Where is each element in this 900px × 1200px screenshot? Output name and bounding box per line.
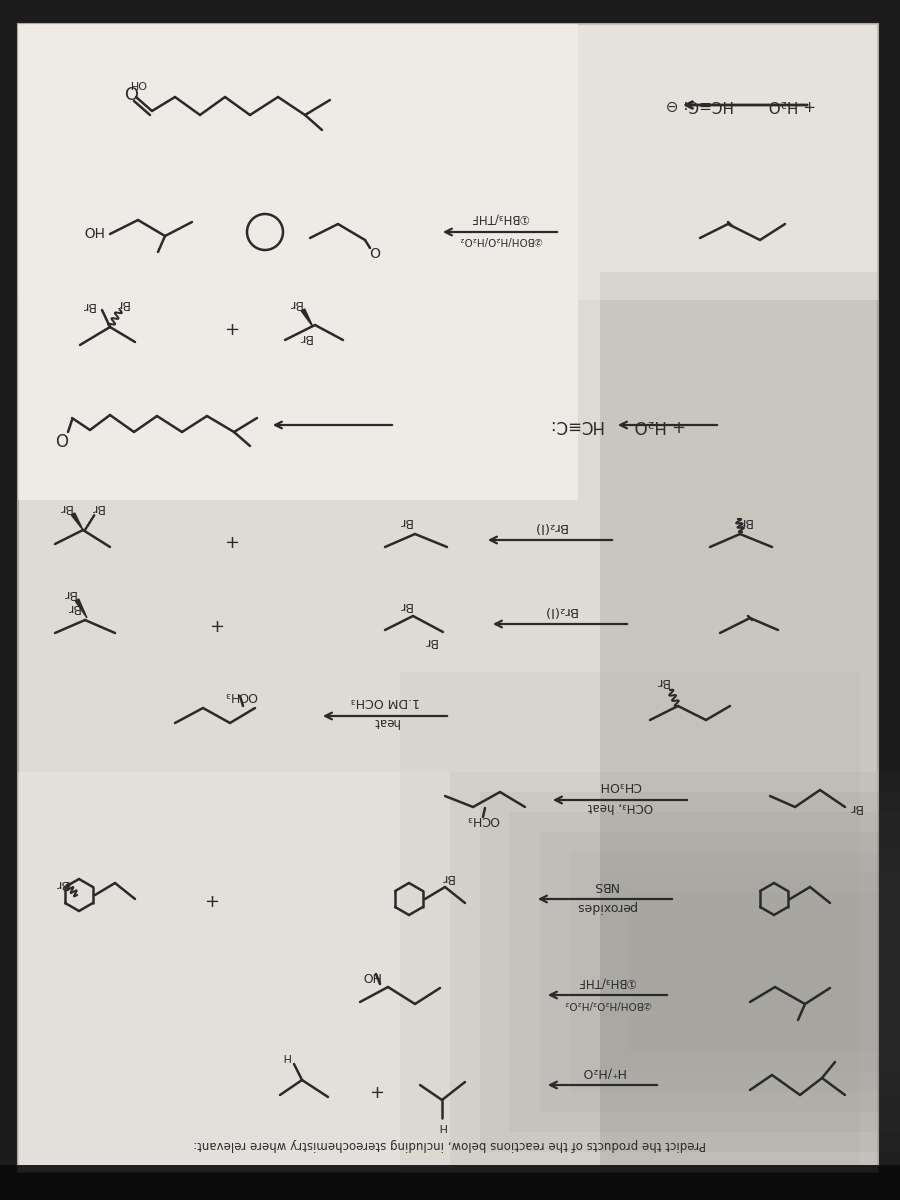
Text: Br: Br	[115, 296, 129, 310]
Bar	[600, 872, 900, 1072]
Text: H: H	[282, 1051, 290, 1061]
Text: 1.DM OCH₃: 1.DM OCH₃	[350, 695, 419, 708]
Text: HO: HO	[81, 223, 103, 236]
Bar	[570, 852, 900, 1092]
Text: Br: Br	[738, 516, 752, 528]
Bar	[450, 772, 900, 1172]
Bar	[660, 912, 900, 1032]
Text: peroxides: peroxides	[574, 900, 635, 913]
Text: HO: HO	[360, 970, 380, 983]
Text: Br: Br	[655, 676, 669, 689]
Bar	[0, 1165, 900, 1200]
Text: Br: Br	[90, 502, 104, 515]
Text: Br₂(l): Br₂(l)	[533, 521, 567, 534]
Text: +: +	[222, 530, 238, 550]
Text: O: O	[56, 428, 68, 446]
Text: Br: Br	[66, 601, 80, 614]
Bar	[540, 832, 900, 1112]
Text: Br₂(l): Br₂(l)	[543, 605, 577, 618]
Text: +: +	[222, 318, 238, 336]
Text: Br: Br	[398, 516, 412, 528]
Text: Predict the products of the reactions below, including stereochemistry where rel: Predict the products of the reactions be…	[194, 1139, 706, 1152]
Polygon shape	[302, 308, 313, 326]
Text: Br: Br	[298, 330, 312, 343]
Text: HC≡C:: HC≡C:	[547, 416, 603, 434]
Text: ②BOH/H₂O₂/H₂O₂: ②BOH/H₂O₂/H₂O₂	[563, 998, 651, 1009]
Text: OH: OH	[130, 78, 147, 88]
Polygon shape	[76, 599, 87, 618]
FancyBboxPatch shape	[18, 24, 878, 1172]
Text: Br: Br	[440, 870, 454, 883]
Text: O: O	[370, 242, 381, 257]
Text: H⁺/H₂O: H⁺/H₂O	[580, 1066, 625, 1079]
Bar	[18, 24, 878, 300]
Bar	[400, 672, 860, 1172]
Bar	[510, 812, 900, 1132]
Text: + H₂O: + H₂O	[769, 97, 815, 113]
Text: Br: Br	[81, 299, 94, 312]
Bar	[480, 792, 900, 1152]
Text: NBS: NBS	[592, 880, 618, 893]
Text: Br: Br	[423, 636, 436, 648]
Text: Br: Br	[848, 800, 862, 814]
Text: CH₃OH: CH₃OH	[598, 779, 641, 792]
Text: Br: Br	[54, 876, 68, 889]
Text: + H₂O: + H₂O	[634, 416, 686, 434]
Text: HC≡C: ⊖: HC≡C: ⊖	[666, 97, 734, 113]
Text: ①BH₃/THF: ①BH₃/THF	[578, 976, 636, 989]
Text: ①BH₃/THF: ①BH₃/THF	[471, 211, 529, 224]
Text: +: +	[367, 1081, 382, 1099]
Text: Br: Br	[398, 599, 412, 612]
Text: OCH₃, heat: OCH₃, heat	[588, 799, 652, 812]
Text: H: H	[437, 1121, 446, 1130]
Text: OCH₃: OCH₃	[466, 814, 500, 827]
Bar	[18, 772, 878, 1172]
Bar	[630, 892, 900, 1052]
Text: Br: Br	[58, 502, 72, 515]
Polygon shape	[71, 512, 83, 530]
Bar	[600, 272, 878, 1172]
Text: ②BOH/H₂O/H₂O₂: ②BOH/H₂O/H₂O₂	[458, 235, 542, 245]
Text: +: +	[202, 890, 218, 908]
Text: O: O	[123, 80, 137, 98]
Text: heat: heat	[372, 715, 399, 728]
Bar	[18, 24, 578, 500]
Text: Br: Br	[288, 296, 302, 310]
Text: OCH₃: OCH₃	[224, 690, 257, 702]
Text: Br: Br	[62, 588, 76, 600]
Text: +: +	[208, 614, 222, 634]
